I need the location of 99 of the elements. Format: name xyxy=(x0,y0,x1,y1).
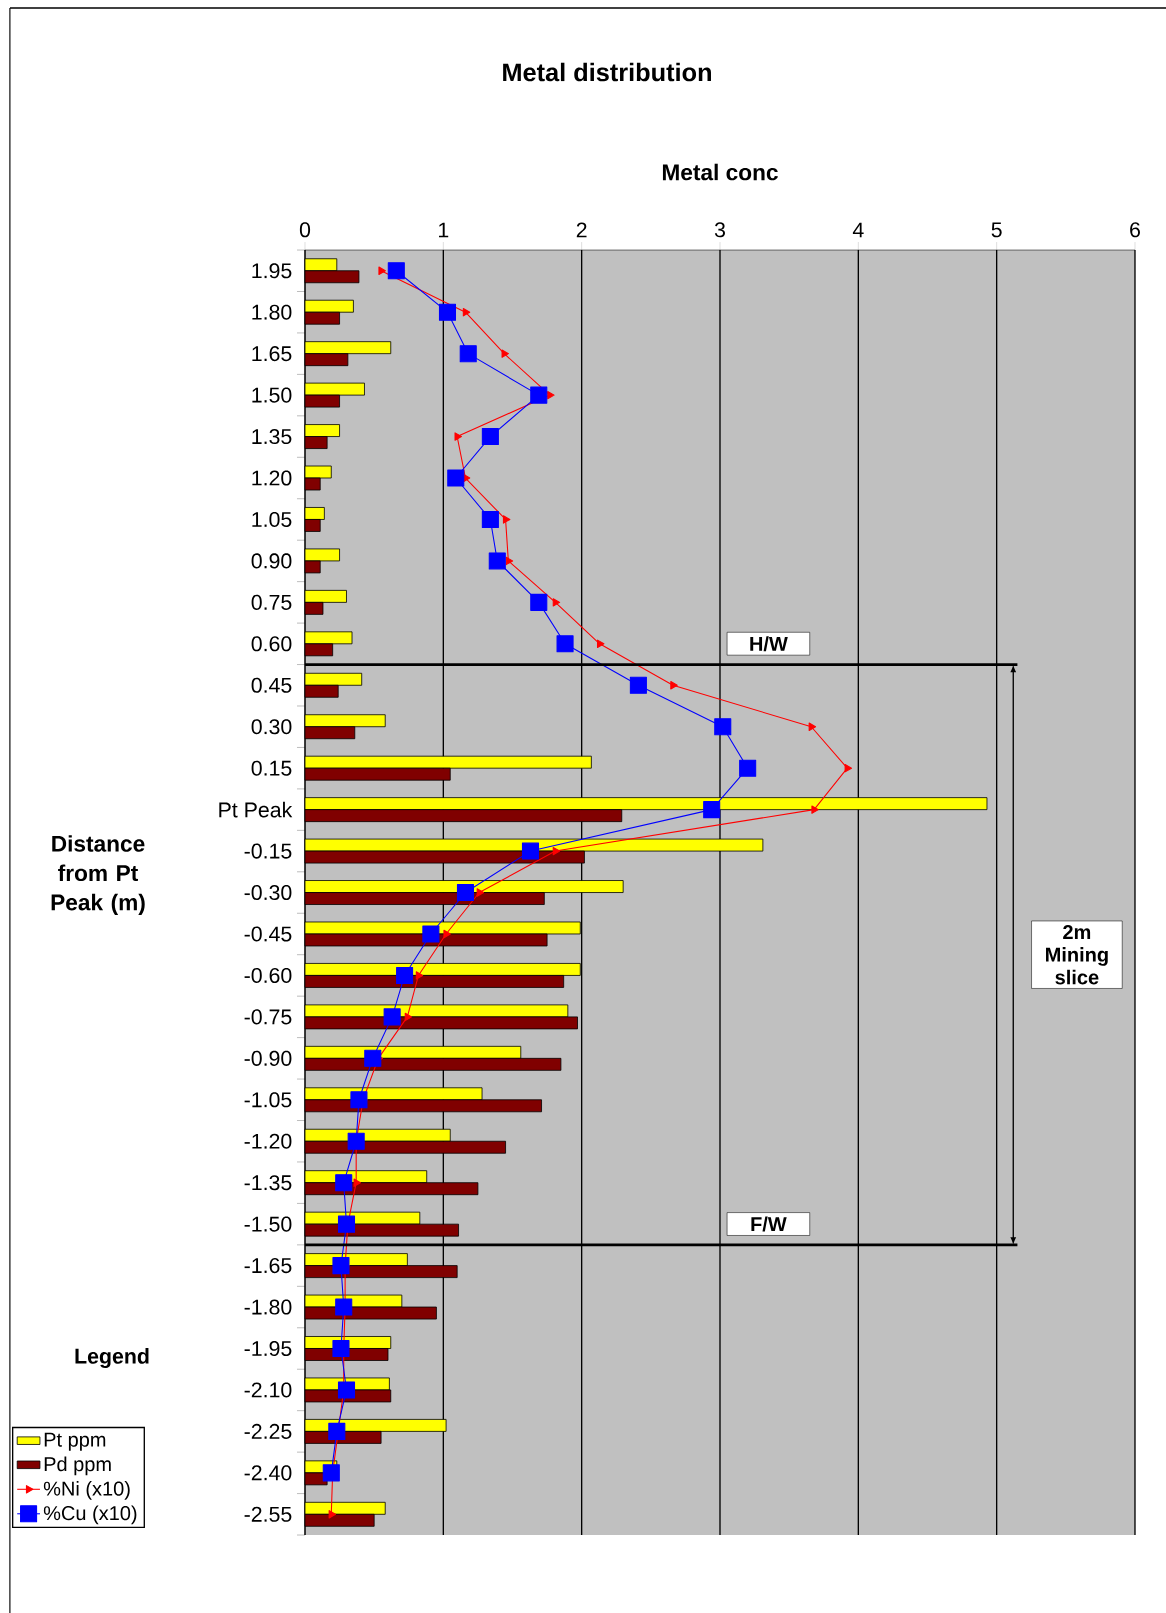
x-tick-label: 5 xyxy=(991,222,1002,238)
point xyxy=(552,846,561,856)
point xyxy=(328,1422,346,1440)
x-tick-label: 1 xyxy=(439,222,449,238)
point xyxy=(556,635,574,653)
y-tick-label: 1.80 xyxy=(252,304,292,320)
annotation: 2m Mining slice xyxy=(1046,924,1108,985)
point xyxy=(596,639,605,649)
y-tick-label: 1.95 xyxy=(252,263,292,279)
legend-title: Legend xyxy=(75,1348,149,1369)
x-tick-label: 4 xyxy=(852,222,864,238)
point xyxy=(350,1091,368,1109)
y-tick-label: -1.05 xyxy=(244,1092,292,1108)
point xyxy=(335,1298,353,1316)
point xyxy=(404,1012,413,1022)
point xyxy=(335,1174,353,1192)
x-tick-label: 0 xyxy=(299,222,311,238)
point xyxy=(459,345,477,363)
point xyxy=(328,1510,337,1519)
point xyxy=(456,883,474,902)
x-tick-label: 2 xyxy=(576,222,587,238)
legend-label: %Ni (x10) xyxy=(43,1481,130,1500)
x-tick-label: 3 xyxy=(714,222,725,238)
point xyxy=(502,515,511,524)
y-tick-label: 0.60 xyxy=(251,636,292,652)
y-tick-label: -1.35 xyxy=(244,1175,292,1191)
point xyxy=(488,552,506,570)
legend-label: Pt ppm xyxy=(44,1432,106,1451)
y-tick-label: -2.25 xyxy=(244,1423,292,1439)
point xyxy=(481,510,499,529)
point xyxy=(739,759,757,777)
point xyxy=(530,386,548,404)
point xyxy=(337,1215,356,1233)
y-tick-label: -1.95 xyxy=(244,1340,292,1357)
y-tick-label: -2.40 xyxy=(244,1465,292,1481)
y-tick-label: -1.65 xyxy=(244,1258,292,1274)
point xyxy=(530,593,548,611)
point xyxy=(501,349,509,358)
annotation: F/W xyxy=(751,1216,787,1232)
point xyxy=(505,556,514,566)
y-tick-label: 0.75 xyxy=(251,594,292,610)
point xyxy=(443,929,451,939)
y-tick-label: 1.50 xyxy=(252,387,292,403)
y-tick-label: 1.65 xyxy=(252,346,292,362)
point xyxy=(811,805,819,814)
y-axis-title: Distance from Pt Peak (m) xyxy=(51,835,145,915)
x-axis-title: Metal conc xyxy=(662,163,778,181)
y-tick-label: -0.30 xyxy=(244,884,292,901)
point xyxy=(547,390,555,400)
x-tick-label: 6 xyxy=(1130,222,1140,238)
point xyxy=(422,925,440,943)
point xyxy=(670,681,678,690)
y-tick-label: -0.75 xyxy=(244,1009,292,1025)
y-tick-label: -0.45 xyxy=(244,926,292,942)
y-tick-label: -0.15 xyxy=(244,843,292,859)
y-tick-label: -2.55 xyxy=(244,1506,292,1522)
point xyxy=(703,801,721,819)
point xyxy=(447,469,465,487)
point xyxy=(364,1049,382,1067)
point xyxy=(332,1339,350,1358)
y-tick-label: -0.90 xyxy=(244,1050,292,1066)
y-tick-label: -0.60 xyxy=(244,967,292,983)
y-tick-label: 0.15 xyxy=(251,760,292,776)
y-tick-label: 0.90 xyxy=(251,553,292,569)
point xyxy=(521,842,540,860)
y-tick-label: -2.10 xyxy=(244,1382,292,1398)
y-tick-label: -1.20 xyxy=(244,1133,292,1149)
point xyxy=(714,718,732,736)
annotation: H/W xyxy=(750,636,788,652)
point xyxy=(438,303,457,321)
y-tick-label: 1.35 xyxy=(252,429,292,445)
point xyxy=(481,428,499,446)
y-tick-label: -1.50 xyxy=(244,1216,292,1232)
chart-title: Metal distribution xyxy=(503,62,711,82)
y-tick-label: 1.20 xyxy=(252,470,292,486)
point xyxy=(387,262,405,280)
point xyxy=(415,971,424,980)
point xyxy=(396,966,414,984)
point xyxy=(353,1178,361,1187)
point xyxy=(462,307,471,317)
point xyxy=(629,676,647,694)
point xyxy=(552,598,561,607)
point xyxy=(337,1381,356,1399)
legend-label: Pd ppm xyxy=(44,1456,111,1476)
point xyxy=(844,763,853,773)
legend-label: %Cu (x10) xyxy=(43,1505,137,1525)
y-tick-label: 0.45 xyxy=(251,677,292,693)
point xyxy=(454,432,462,441)
point xyxy=(383,1008,401,1026)
point xyxy=(322,1464,340,1482)
point xyxy=(347,1132,365,1150)
y-tick-label: Pt Peak xyxy=(219,801,293,818)
point xyxy=(476,888,485,897)
point xyxy=(378,266,386,275)
point xyxy=(808,722,817,731)
y-tick-label: -1.80 xyxy=(244,1299,292,1315)
point xyxy=(332,1257,350,1275)
y-tick-label: 0.30 xyxy=(251,719,292,735)
y-tick-label: 1.05 xyxy=(252,511,292,528)
